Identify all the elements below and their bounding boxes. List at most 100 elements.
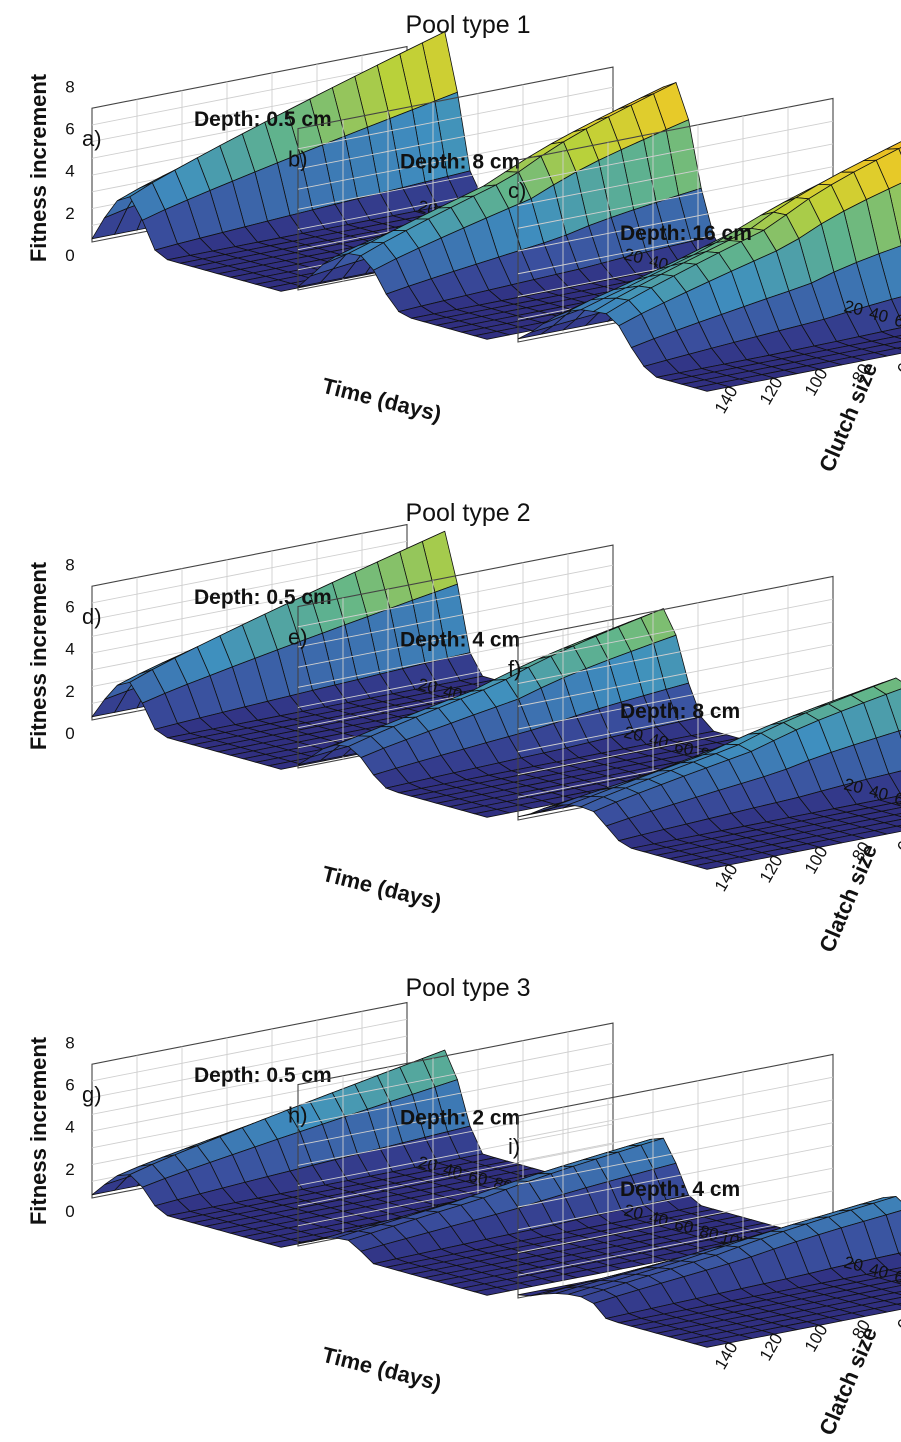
y-axis-label: Fitness increment [26, 73, 51, 262]
y-axis-label: Fitness increment [26, 561, 51, 750]
time-tick-label: 20 [842, 1253, 865, 1276]
time-tick-labels: 20406080100120140 [842, 1253, 901, 1290]
surface-cell [694, 1338, 730, 1348]
time-tick-label: 20 [842, 775, 865, 798]
panel-letter: c) [508, 178, 526, 203]
depth-label: Depth: 2 cm [400, 1107, 520, 1130]
back-wall-grid [517, 1053, 834, 1299]
wall-gridline [517, 689, 834, 753]
wall-gridline [297, 564, 614, 628]
y-axis-label: Fitness increment [26, 1036, 51, 1225]
y-tick-label: 2 [65, 204, 74, 223]
surface-panel-e: 20406080100120140e)Depth: 4 cm [288, 544, 803, 818]
y-tick-label: 4 [65, 162, 74, 181]
y-axis-ticks: 0 2 4 6 8 [65, 555, 74, 743]
wall-gridline [297, 1062, 614, 1126]
y-tick-label: 4 [65, 1118, 74, 1137]
clutch-tick-label: 60 [893, 1308, 901, 1334]
surface-mesh [517, 141, 901, 392]
y-tick-label: 0 [65, 1202, 74, 1221]
y-tick-label: 6 [65, 120, 74, 139]
wall-gridline [91, 1018, 408, 1082]
surface-panel-c: 20406080100120140020406080100120140c)Dep… [508, 97, 901, 417]
y-tick-label: 6 [65, 598, 74, 617]
y-tick-label: 8 [65, 77, 74, 96]
wall-gridline [297, 86, 614, 150]
depth-label: Depth: 8 cm [400, 151, 520, 174]
surface-cell [474, 330, 510, 340]
wall-gridline [517, 166, 834, 229]
surface-cell [268, 760, 304, 770]
x-axis-label: Time (days) [320, 1342, 444, 1396]
wall-gridline [297, 1083, 614, 1146]
wall-gridline [517, 1122, 834, 1185]
y-tick-label: 2 [65, 682, 74, 701]
panel-letter: h) [288, 1103, 308, 1128]
clutch-tick-label: 60 [893, 830, 901, 856]
wall-gridline [517, 621, 834, 684]
wall-gridline [297, 1103, 614, 1166]
time-tick-labels: 20406080100120140 [842, 775, 901, 812]
time-tick-labels: 20406080100120140 [842, 297, 901, 334]
pool-group-3: Pool type 3 Fitness increment 0 2 4 6 8 20 40… [26, 974, 901, 1439]
wall-gridline [517, 644, 834, 707]
wall-gridline [297, 605, 614, 668]
group-title: Pool type 1 [405, 11, 530, 39]
panel-letter: e) [288, 625, 308, 650]
wall-gridline [91, 1035, 408, 1099]
surface-mesh [517, 1195, 901, 1348]
wall-gridline [517, 666, 834, 730]
surface-mesh [297, 608, 803, 818]
back-wall-grid [91, 1001, 408, 1199]
depth-label: Depth: 16 cm [620, 222, 752, 245]
time-tick-label: 60 [892, 789, 901, 812]
time-tick-label: 40 [867, 304, 890, 327]
wall-gridline [91, 62, 408, 126]
surface-cell [694, 860, 730, 870]
y-axis-ticks: 0 2 4 6 8 [65, 1033, 74, 1221]
wall-gridline [517, 1144, 834, 1208]
depth-label: Depth: 0.5 cm [194, 1064, 332, 1087]
time-tick-label: 40 [867, 1260, 890, 1283]
y-axis-ticks: 0 2 4 6 8 [65, 77, 74, 265]
x-axis-label: Time (days) [320, 373, 444, 427]
wall-gridline [297, 625, 614, 688]
time-tick-label: 20 [842, 297, 865, 320]
wall-gridline [297, 1123, 614, 1186]
pool-group-1: Pool type 1 Fitness increment 0 2 4 6 8 2040… [26, 11, 901, 475]
wall-gridline [91, 1069, 408, 1132]
surface-panel-i: 20406080100120140020406080100120140i)Dep… [508, 1053, 901, 1373]
y-tick-label: 4 [65, 640, 74, 659]
surface-cell [268, 282, 304, 292]
panel-letter: b) [288, 147, 308, 172]
pool-group-2: Pool type 2 Fitness increment 0 2 4 6 8 20 40… [26, 499, 901, 956]
time-tick-label: 60 [892, 311, 901, 334]
y-tick-label: 0 [65, 246, 74, 265]
y-tick-label: 2 [65, 1160, 74, 1179]
depth-label: Depth: 0.5 cm [194, 586, 332, 609]
panel-letter: i) [508, 1134, 520, 1159]
wall-gridline [91, 540, 408, 604]
time-tick-label: 60 [672, 737, 695, 760]
time-tick-label: 60 [672, 1215, 695, 1238]
panel-letter: d) [82, 604, 102, 629]
surface-cell [474, 808, 510, 818]
y-tick-label: 8 [65, 1033, 74, 1052]
x-axis-label: Time (days) [320, 861, 444, 915]
wall-gridline [517, 1190, 834, 1253]
y-tick-label: 8 [65, 555, 74, 574]
surface-mesh [517, 677, 901, 870]
wall-gridline [297, 1042, 614, 1106]
surface-panel-b: 20406080100120140b)Depth: 8 cm [288, 66, 803, 340]
panel-letter: f) [508, 656, 521, 681]
depth-label: Depth: 4 cm [400, 629, 520, 652]
surface-cell [474, 1286, 510, 1296]
depth-label: Depth: 8 cm [620, 700, 740, 723]
surface-cell [268, 1238, 304, 1248]
wall-gridline [297, 127, 614, 190]
depth-label: Depth: 4 cm [620, 1178, 740, 1201]
surface-mesh [296, 81, 803, 340]
wall-gridline [517, 188, 834, 252]
panel-letter: g) [82, 1082, 102, 1107]
